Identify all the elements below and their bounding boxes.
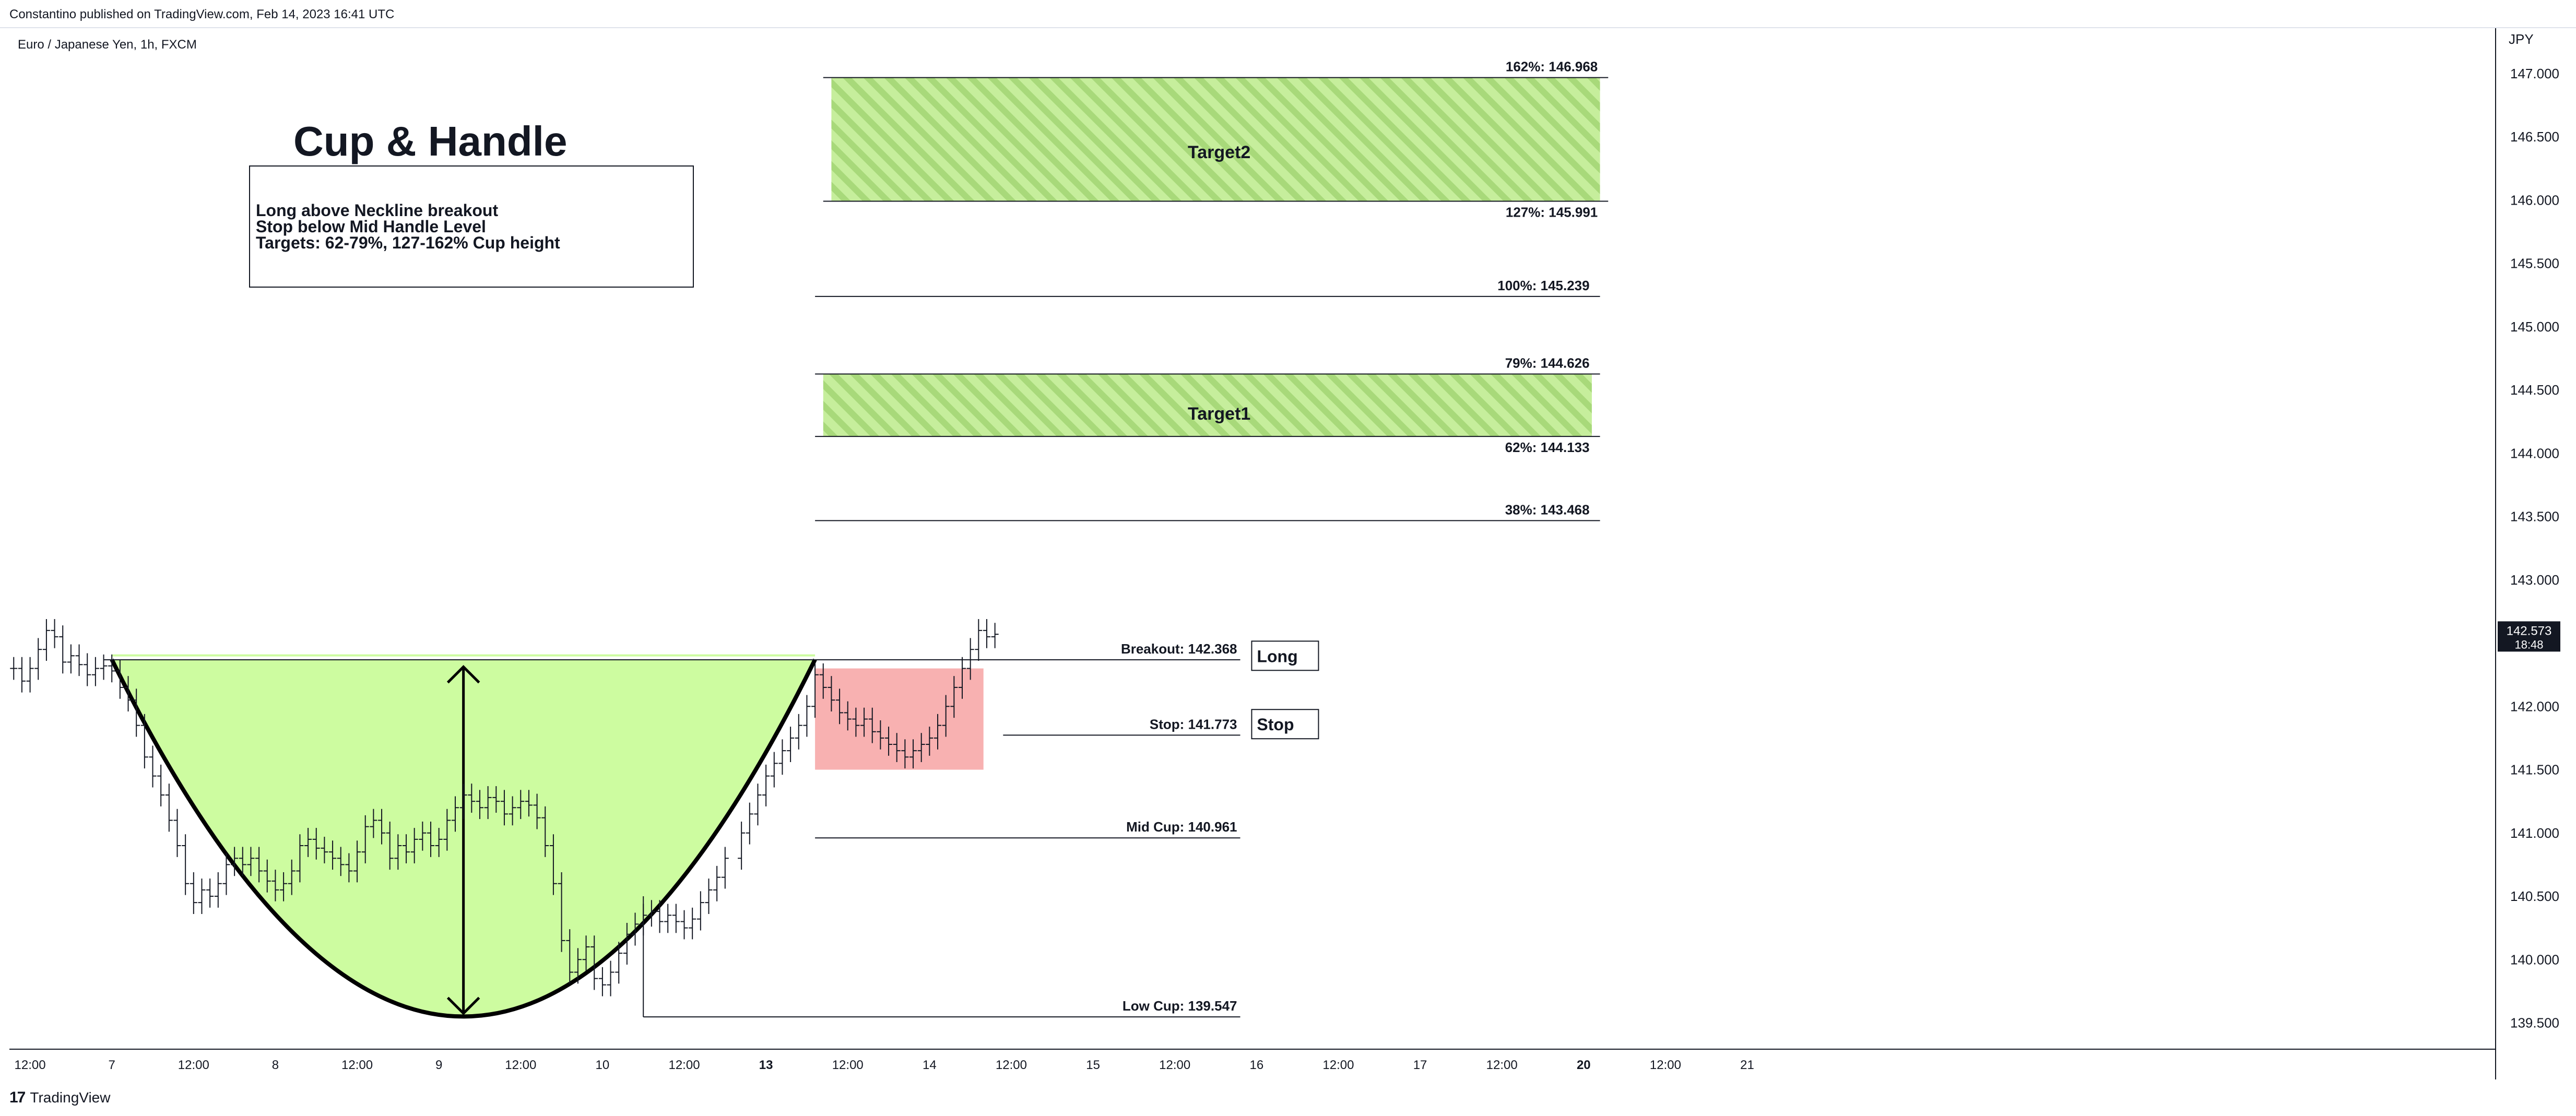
x-tick-label: 13 (759, 1058, 773, 1072)
y-tick-label: 142.000 (2510, 698, 2559, 714)
key-level-label: Breakout: 142.368 (1121, 641, 1237, 657)
trade-tag-label: Stop (1257, 715, 1294, 734)
x-tick-label: 21 (1740, 1058, 1754, 1072)
trade-tag-label: Long (1257, 647, 1297, 666)
x-tick-label: 12:00 (341, 1058, 373, 1072)
x-tick-label: 7 (109, 1058, 115, 1072)
y-tick-label: 145.000 (2510, 319, 2559, 335)
y-tick-label: 141.500 (2510, 762, 2559, 778)
x-tick-label: 15 (1086, 1058, 1100, 1072)
note-line: Targets: 62-79%, 127-162% Cup height (256, 233, 560, 252)
target-zone-2 (823, 374, 1592, 437)
handle-box (815, 668, 984, 770)
y-tick-label: 140.000 (2510, 952, 2559, 967)
y-tick-label: 140.500 (2510, 888, 2559, 904)
y-tick-label: 139.500 (2510, 1015, 2559, 1031)
symbol-label: Euro / Japanese Yen, 1h, FXCM (18, 38, 197, 52)
x-tick-label: 12:00 (832, 1058, 864, 1072)
x-tick-label: 12:00 (505, 1058, 536, 1072)
fib-level-label: 79%: 144.626 (1505, 355, 1590, 371)
fib-level-label: 38%: 143.468 (1505, 502, 1590, 517)
x-tick-label: 9 (435, 1058, 442, 1072)
x-tick-label: 8 (272, 1058, 279, 1072)
tradingview-brand: TradingView (30, 1089, 111, 1106)
fib-level-label: 100%: 145.239 (1497, 278, 1589, 293)
key-level-label: Stop: 141.773 (1150, 716, 1237, 732)
x-tick-label: 12:00 (668, 1058, 700, 1072)
key-level-label: Mid Cup: 140.961 (1126, 819, 1237, 835)
x-tick-label: 17 (1413, 1058, 1427, 1072)
target2-label: Target2 (1188, 143, 1250, 162)
currency-label: JPY (2509, 31, 2534, 47)
x-tick-label: 12:00 (15, 1058, 46, 1072)
arrow-head-up (446, 665, 480, 684)
y-tick-label: 146.500 (2510, 129, 2559, 145)
fib-level-label: 162%: 146.968 (1506, 59, 1598, 75)
trade-tag-box (1251, 640, 1319, 671)
y-tick-label: 143.500 (2510, 509, 2559, 525)
header-divider (0, 27, 2576, 28)
x-tick-label: 12:00 (1486, 1058, 1518, 1072)
fib-level-label: 62%: 144.133 (1505, 440, 1590, 455)
target1-label: Target1 (1188, 404, 1250, 424)
x-tick-label: 16 (1249, 1058, 1263, 1072)
y-tick-label: 144.000 (2510, 445, 2559, 461)
publisher-line: Constantino published on TradingView.com… (9, 7, 395, 21)
y-tick-label: 144.500 (2510, 382, 2559, 398)
key-level-label: Low Cup: 139.547 (1122, 998, 1237, 1014)
x-tick-label: 20 (1577, 1058, 1591, 1072)
bar-countdown-label: 18:48 (2514, 638, 2543, 651)
last-price-label: 142.573 (2507, 624, 2552, 638)
note-line: Long above Neckline breakout (256, 201, 498, 220)
x-tick-label: 12:00 (1650, 1058, 1681, 1072)
arrow-head-down (446, 996, 480, 1015)
y-tick-label: 141.000 (2510, 825, 2559, 841)
x-tick-label: 10 (596, 1058, 610, 1072)
last-price-badge (2498, 621, 2560, 652)
x-tick-label: 12:00 (178, 1058, 209, 1072)
cup-curve (110, 658, 817, 1019)
y-tick-label: 146.000 (2510, 192, 2559, 208)
trade-tag-box (1251, 709, 1319, 740)
target-zone-1 (831, 77, 1600, 201)
y-tick-label: 145.500 (2510, 256, 2559, 271)
chart-title: Cup & Handle (293, 118, 567, 164)
x-tick-label: 14 (923, 1058, 937, 1072)
x-tick-label: 12:00 (996, 1058, 1027, 1072)
x-tick-label: 12:00 (1322, 1058, 1354, 1072)
note-line: Stop below Mid Handle Level (256, 217, 486, 236)
x-tick-label: 12:00 (1159, 1058, 1190, 1072)
y-tick-label: 143.000 (2510, 572, 2559, 588)
tradingview-logo-icon: 17 (9, 1089, 26, 1106)
tradingview-footer[interactable]: 17 TradingView (9, 1089, 110, 1107)
fib-level-label: 127%: 145.991 (1506, 205, 1598, 220)
note-box (249, 165, 694, 288)
y-tick-label: 147.000 (2510, 66, 2559, 81)
